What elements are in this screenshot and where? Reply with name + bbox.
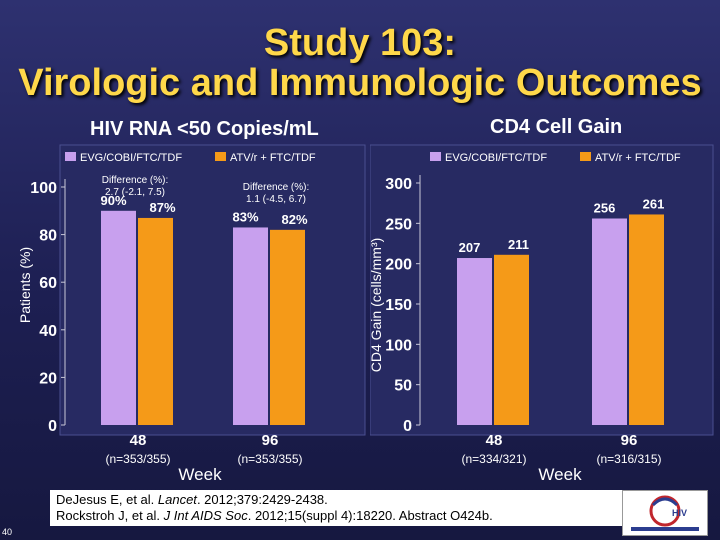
left-legend-swatch-2 (215, 152, 226, 161)
right-bar-s2-c2 (629, 214, 664, 425)
left-y-tick-label: 40 (39, 323, 57, 340)
right-legend-swatch-1 (430, 152, 441, 161)
left-y-tick-label: 100 (30, 180, 57, 197)
left-category-sublabel-2: (n=353/355) (237, 452, 302, 466)
left-annotation-1-line2: 2.7 (-2.1, 7.5) (105, 187, 165, 198)
left-y-axis-label: Patients (%) (17, 247, 33, 323)
right-bar-label-s2-c1: 211 (508, 237, 529, 252)
left-category-sublabel-1: (n=353/355) (105, 452, 170, 466)
left-bar-s2-c2 (270, 229, 305, 425)
right-y-tick-label: 0 (403, 418, 412, 435)
right-bar-s1-c1 (457, 258, 492, 425)
citation: DeJesus E, et al. Lancet. 2012;379:2429-… (50, 490, 622, 526)
right-category-sublabel-2: (n=316/315) (596, 452, 661, 466)
citation-line-2: Rockstroh J, et al. J Int AIDS Soc. 2012… (56, 508, 493, 523)
left-bar-s2-c1 (138, 217, 173, 425)
right-category-sublabel-1: (n=334/321) (461, 452, 526, 466)
slide-number: 40 (2, 527, 13, 537)
right-bar-label-s1-c1: 207 (459, 240, 481, 255)
conference-logo-text: HIV (672, 508, 687, 518)
left-annotation-1-line1: Difference (%): (102, 175, 169, 186)
left-y-tick-label: 60 (39, 275, 57, 292)
right-y-tick-label: 300 (385, 176, 412, 193)
right-legend-label-2: ATV/r + FTC/TDF (595, 152, 681, 164)
right-bar-label-s1-c2: 256 (594, 200, 616, 215)
slide-title-line1: Study 103: (263, 22, 457, 64)
right-bar-s2-c1 (494, 254, 529, 425)
left-bar-label-s1-c2: 83% (232, 209, 258, 224)
left-chart: EVG/COBI/FTC/TDF ATV/r + FTC/TDF 0 20 40 60 80… (17, 144, 366, 484)
citation-line-1: DeJesus E, et al. Lancet. 2012;379:2429-… (56, 492, 328, 507)
right-y-tick-label: 100 (385, 337, 412, 354)
right-chart: EVG/COBI/FTC/TDF ATV/r + FTC/TDF 0 50 100 150… (370, 144, 714, 484)
left-legend-label-2: ATV/r + FTC/TDF (230, 152, 316, 164)
right-y-tick-label: 250 (385, 216, 412, 233)
left-legend-label-1: EVG/COBI/FTC/TDF (80, 152, 182, 164)
right-category-label-2: 96 (621, 432, 638, 449)
right-y-tick-label: 150 (385, 297, 412, 314)
left-annotation-2-line2: 1.1 (-4.5, 6.7) (246, 194, 306, 205)
left-bar-label-s2-c1: 87% (149, 200, 175, 215)
left-bar-s1-c1 (101, 210, 136, 425)
slide-title-line2: Virologic and Immunologic Outcomes (18, 62, 702, 104)
left-bar-label-s1-c1: 90% (100, 193, 126, 208)
right-x-axis-label: Week (538, 465, 582, 484)
conference-logo-icon: HIV (631, 495, 699, 531)
left-annotation-2-line1: Difference (%): (243, 182, 310, 193)
right-chart-title: CD4 Cell Gain (490, 116, 623, 138)
conference-logo: HIV (622, 490, 708, 536)
left-legend-swatch-1 (65, 152, 76, 161)
right-y-axis-label: CD4 Gain (cells/mm³) (370, 238, 384, 373)
left-category-label-2: 96 (262, 432, 279, 449)
right-legend-label-1: EVG/COBI/FTC/TDF (445, 152, 547, 164)
right-y-tick-label: 50 (394, 378, 412, 395)
left-bar-label-s2-c2: 82% (281, 212, 307, 227)
left-x-axis-label: Week (178, 465, 222, 484)
left-y-tick-label: 20 (39, 370, 57, 387)
right-y-tick-label: 200 (385, 257, 412, 274)
right-legend-swatch-2 (580, 152, 591, 161)
right-category-label-1: 48 (486, 432, 503, 449)
right-bar-s1-c2 (592, 218, 627, 425)
left-y-tick-label: 80 (39, 228, 57, 245)
left-y-tick-label: 0 (48, 418, 57, 435)
left-bar-s1-c2 (233, 227, 268, 425)
left-category-label-1: 48 (130, 432, 147, 449)
right-bar-label-s2-c2: 261 (643, 196, 665, 211)
left-chart-title: HIV RNA <50 Copies/mL (90, 118, 319, 140)
